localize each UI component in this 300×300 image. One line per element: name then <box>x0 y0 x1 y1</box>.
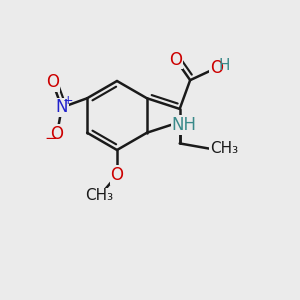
Text: O: O <box>169 50 182 68</box>
Text: +: + <box>63 94 74 107</box>
Text: −: − <box>44 131 57 146</box>
Text: O: O <box>210 59 223 77</box>
Text: O: O <box>51 125 64 143</box>
Text: O: O <box>46 73 59 91</box>
Text: CH₃: CH₃ <box>85 188 114 203</box>
Text: N: N <box>56 98 68 116</box>
Text: NH: NH <box>172 116 197 134</box>
Text: H: H <box>219 58 230 73</box>
Text: O: O <box>110 166 124 184</box>
Text: CH₃: CH₃ <box>210 141 238 156</box>
